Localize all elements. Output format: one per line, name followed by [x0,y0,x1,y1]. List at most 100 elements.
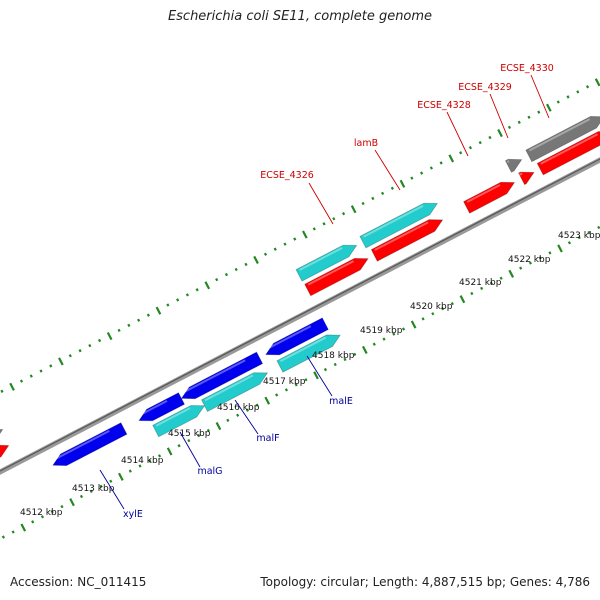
gene-leader-line [99,469,125,510]
ruler-tick-track [440,307,445,311]
ruler-label-0: 4512 kbp [20,508,63,518]
ruler-tick-track [597,225,600,230]
outer-tick-track [497,129,503,138]
gene-leader-line [234,399,259,435]
gray-feature-arrow[interactable] [504,158,523,173]
ruler-tick-track [499,276,503,280]
outer-tick-track [155,306,162,315]
ruler-label-3: 4515 kbp [168,429,211,439]
ruler-tick-track [89,489,93,494]
reverse-orf-arrow[interactable] [200,372,269,413]
forward-cds-arrow[interactable] [536,131,600,176]
ruler-tick-track [128,469,132,473]
outer-tick-track [381,191,385,196]
forward-cds-arrow[interactable] [304,257,369,297]
ruler-tick-track [40,515,45,519]
gene-leader-line [306,355,333,397]
ruler-tick-track [382,337,386,341]
reverse-cds-arrow-shine [53,430,110,461]
gene-label-ecse_4326: ECSE_4326 [260,170,314,181]
outer-tick-track [322,222,326,226]
outer-tick-track [195,288,199,292]
ruler-tick-track [508,269,515,278]
ruler-tick-track [410,320,417,329]
gene-label-male: malE [329,396,353,407]
gray-feature-arrow[interactable] [525,115,600,163]
ruler-tick-track [392,332,396,336]
outer-tick-track [410,176,414,180]
forward-orf-arrow[interactable] [295,244,358,282]
reverse-orf-arrow-shine [155,407,191,427]
gene-leader-line [530,74,550,119]
ruler-label-11: 4523 kbp [558,231,600,241]
reverse-cds-arrow[interactable] [52,422,128,467]
outer-tick-track [517,120,521,124]
gene-leader-line [446,111,469,157]
forward-cds-arrow-shine [307,260,355,286]
ruler-tick-track [304,378,308,382]
ruler-tick-track [459,295,466,304]
reverse-cds-arrow[interactable] [265,317,329,356]
gene-label-malf: malF [256,433,279,444]
ruler-tick-track [187,438,191,443]
outer-tick-track [19,379,24,383]
reverse-orf-arrow[interactable] [276,334,341,373]
ruler-tick-track [587,230,591,235]
backbone-edge [0,158,600,472]
ruler-tick-track [519,266,523,270]
reverse-cds-arrow[interactable] [180,351,264,400]
ruler-tick-track [11,530,15,534]
outer-tick-track [49,364,53,368]
ruler-tick-track [362,345,368,354]
outer-tick-track [341,211,346,216]
outer-tick-track [576,90,580,94]
ruler-tick-track [1,535,5,539]
ruler-tick-track [284,388,289,392]
ruler-tick-track [255,403,259,407]
gene-label-lamb: lamB [354,138,378,149]
ruler-tick-track [60,504,64,509]
ruler-tick-track [206,428,210,433]
outer-tick-track [68,354,72,358]
ruler-label-4: 4516 kbp [217,403,260,413]
ruler-tick-track [197,433,201,438]
reverse-cds-arrow[interactable] [138,392,186,422]
forward-cds-arrow[interactable] [518,171,535,186]
outer-tick-track [273,247,277,251]
outer-tick-track [29,374,33,378]
outer-tick-track [127,323,131,327]
forward-cds-arrow[interactable] [370,219,444,262]
forward-cds-arrow[interactable] [0,444,10,465]
outer-tick-track [176,298,180,302]
ruler-tick-track [166,447,173,456]
outer-tick-track [215,277,219,282]
forward-orf-arrow[interactable] [359,202,439,249]
map-title: Escherichia coli SE11, complete genome [167,9,433,24]
ruler-tick-track [20,523,27,532]
gene-label-ecse_4329: ECSE_4329 [458,82,512,93]
forward-orf-arrow-shine [299,246,343,271]
outer-tick-track [448,154,455,163]
ruler-tick-track [323,367,328,372]
ruler-tick-track [557,244,563,253]
gene-leader-line [374,149,401,191]
ruler-tick-track [50,510,54,514]
outer-tick-track [468,146,473,150]
ruler-tick-track [421,317,425,321]
ruler-tick-track [236,413,240,417]
outer-tick-track [293,237,297,241]
outer-tick-track [166,303,170,307]
ruler-label-1: 4513 kbp [72,484,115,494]
outer-tick-track [185,293,189,297]
outer-tick-track [244,262,248,267]
forward-cds-arrow[interactable] [463,181,516,214]
ruler-tick-track [148,459,152,463]
outer-tick-track [117,328,121,333]
ruler-tick-track [538,256,542,260]
gray-feature-arrow[interactable] [0,429,4,464]
outer-tick-track [371,196,375,201]
forward-cds-arrow-shine [466,184,501,203]
outer-tick-track [312,227,316,231]
reverse-orf-arrow[interactable] [152,405,206,438]
ruler-tick-track [548,251,552,255]
